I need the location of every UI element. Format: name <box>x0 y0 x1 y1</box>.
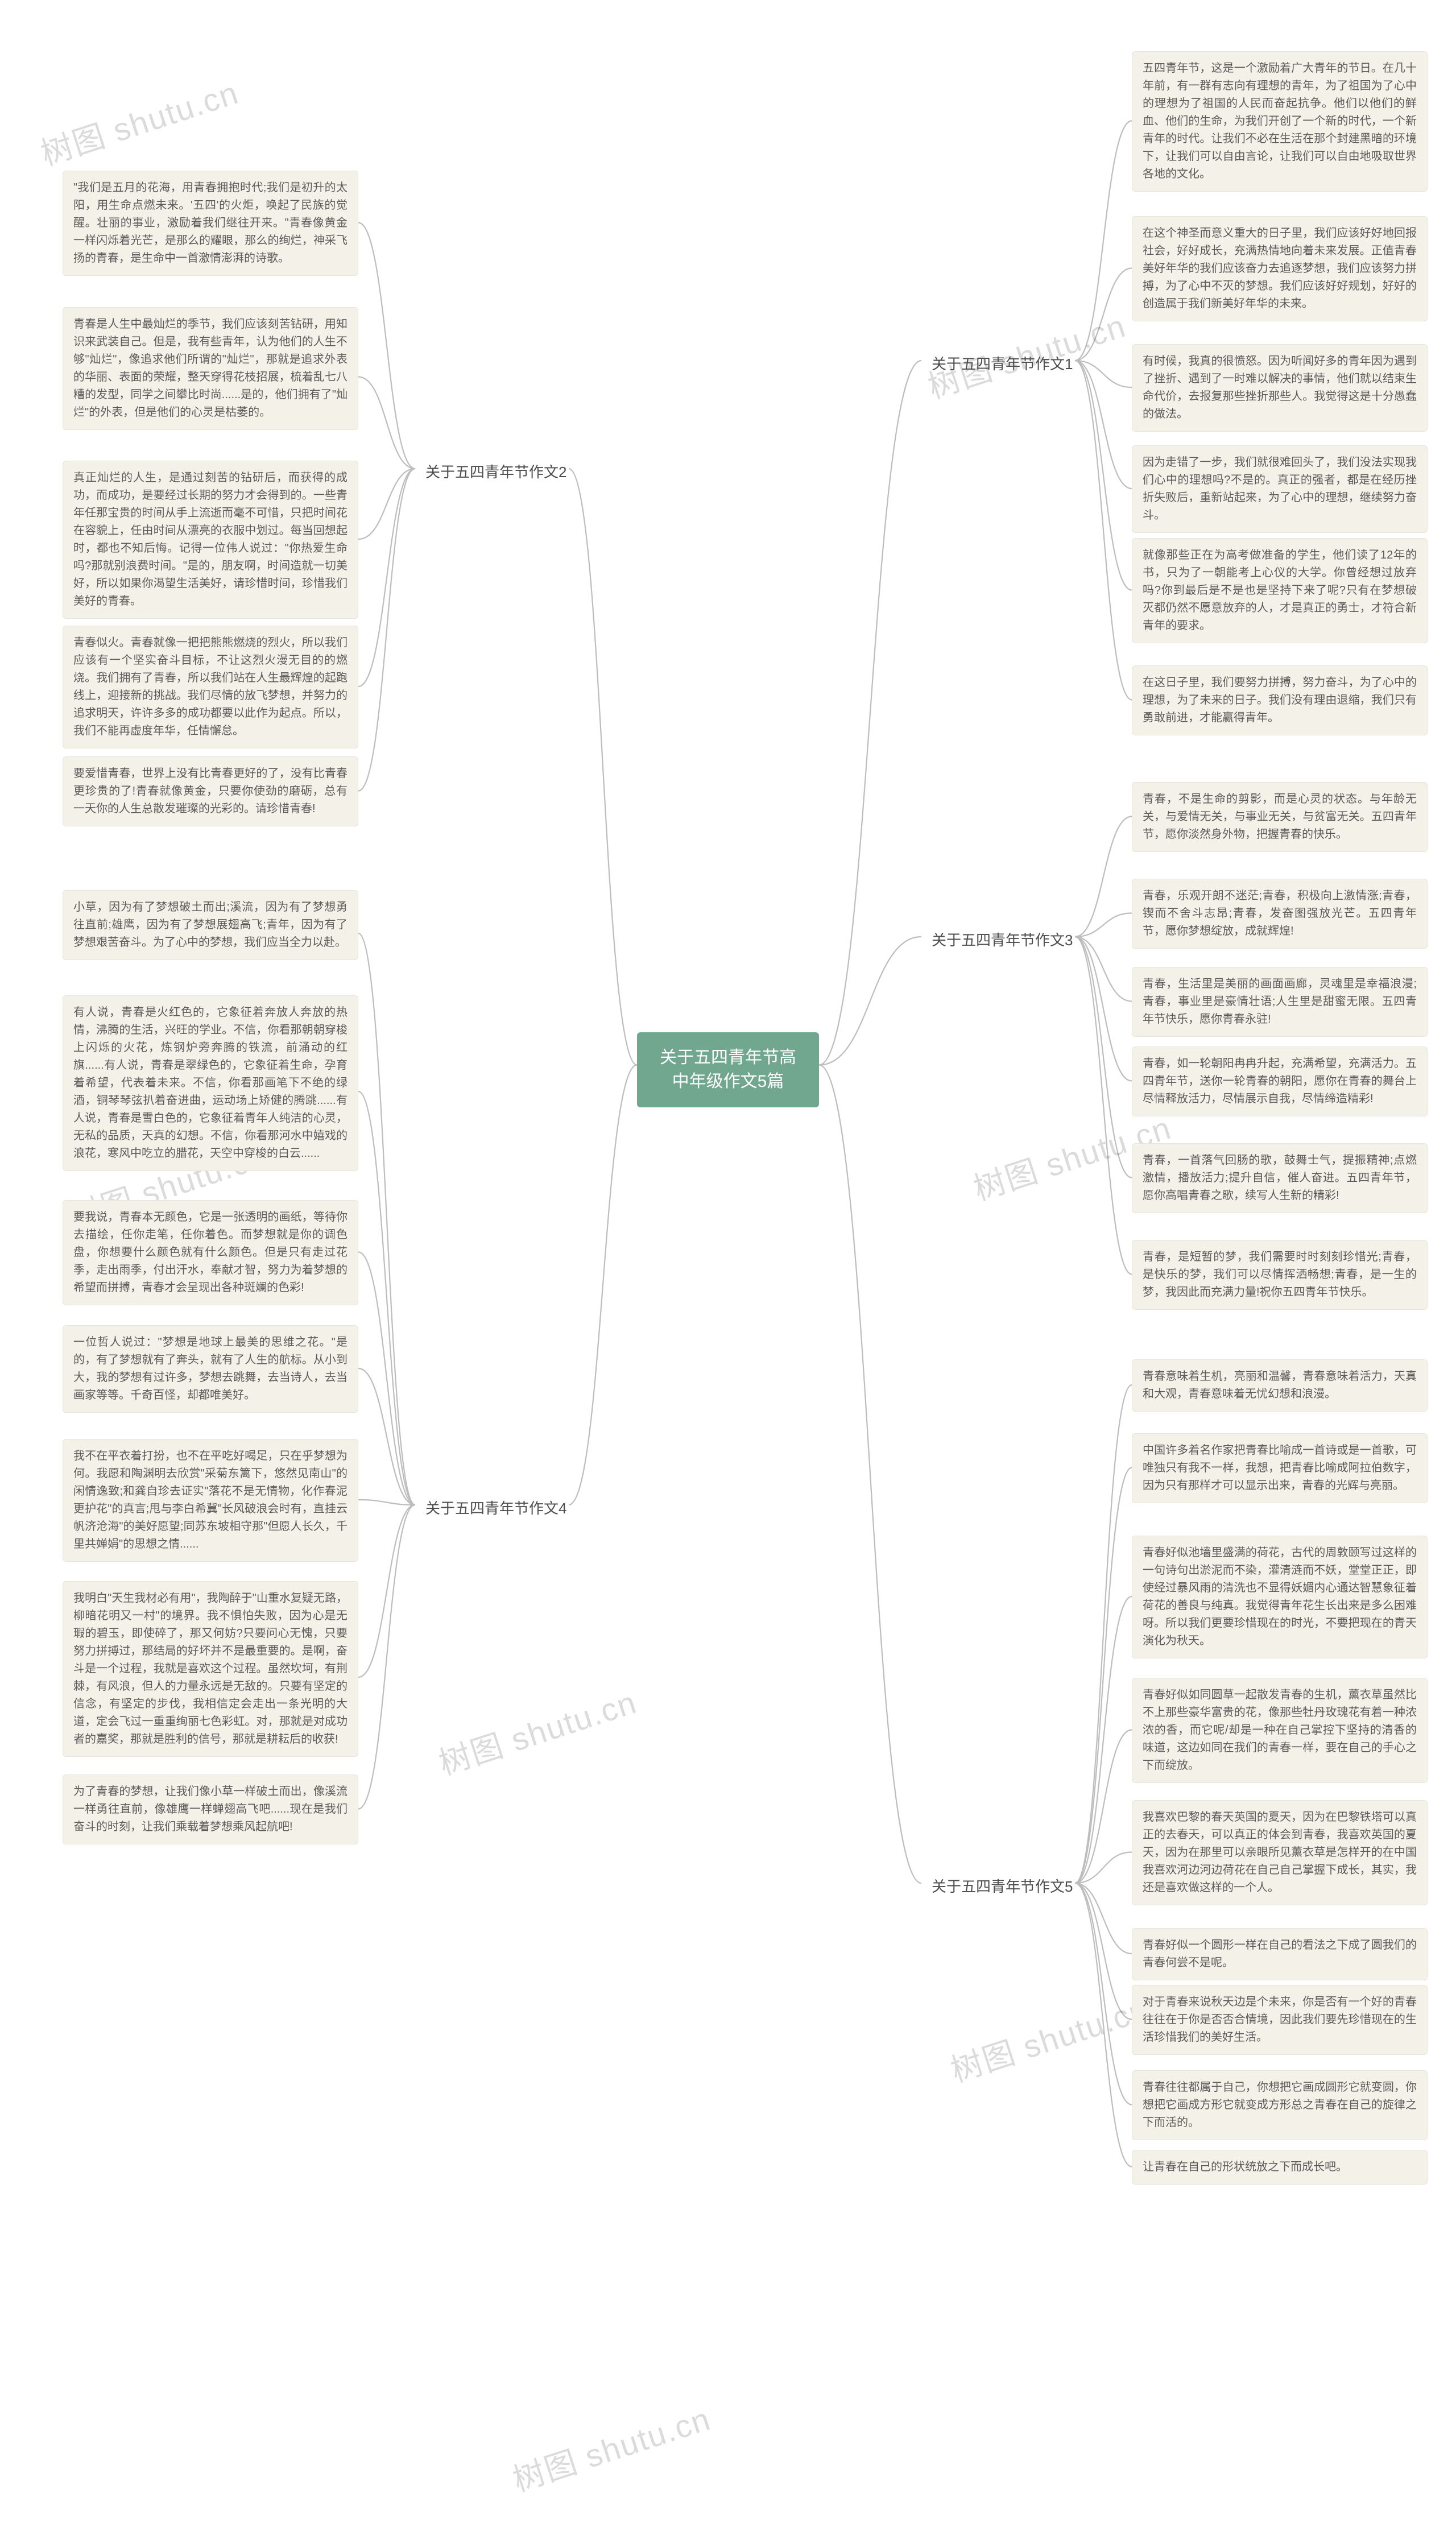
mindmap-canvas: 树图 shutu.cn 树图 shutu.cn 树图 shutu.cn 树图 shut… <box>0 0 1456 2544</box>
topic-node: 关于五四青年节作文3 <box>921 923 1083 955</box>
leaf-node: 青春，是短暂的梦，我们需要时时刻刻珍惜光;青春，是快乐的梦，我们可以尽情挥洒畅想… <box>1132 1240 1428 1310</box>
watermark: 树图 shutu.cn <box>34 67 244 175</box>
topic-node: 关于五四青年节作文4 <box>415 1491 577 1524</box>
watermark: 树图 shutu.cn <box>506 2393 716 2501</box>
leaf-node: 就像那些正在为高考做准备的学生，他们读了12年的书，只为了一朝能考上心仪的大学。… <box>1132 538 1428 643</box>
watermark: 树图 shutu.cn <box>944 1984 1154 2091</box>
leaf-node: 对于青春来说秋天边是个未来，你是否有一个好的青春往往在于你是否否合情境，因此我们… <box>1132 1985 1428 2055</box>
leaf-node: 青春往往都属于自己，你想把它画成圆形它就变圆，你想把它画成方形它就变成方形总之青… <box>1132 2070 1428 2140</box>
leaf-node: 小草，因为有了梦想破土而出;溪流，因为有了梦想勇往直前;雄鹰，因为有了梦想展翅高… <box>63 890 358 960</box>
leaf-node: 在这个神圣而意义重大的日子里，我们应该好好地回报社会，好好成长，充满热情地向着未… <box>1132 216 1428 321</box>
leaf-node: 青春意味着生机，亮丽和温馨，青春意味着活力，天真和大观，青春意味着无忧幻想和浪漫… <box>1132 1359 1428 1412</box>
leaf-node: 一位哲人说过："梦想是地球上最美的思维之花。"是的，有了梦想就有了奔头，就有了人… <box>63 1325 358 1413</box>
topic-node: 关于五四青年节作文2 <box>415 455 577 487</box>
leaf-node: 我不在平衣着打扮，也不在平吃好喝足，只在乎梦想为何。我愿和陶渊明去欣赏"采菊东篱… <box>63 1439 358 1562</box>
watermark: 树图 shutu.cn <box>432 1677 642 1784</box>
topic-node: 关于五四青年节作文5 <box>921 1869 1083 1902</box>
topic-node: 关于五四青年节作文1 <box>921 347 1083 379</box>
leaf-node: 青春，生活里是美丽的画面画廊，灵魂里是幸福浪漫;青春，事业里是豪情壮语;人生里是… <box>1132 967 1428 1037</box>
leaf-node: 青春似火。青春就像一把把熊熊燃烧的烈火，所以我们应该有一个坚实奋斗目标，不让这烈… <box>63 626 358 748</box>
leaf-node: 青春是人生中最灿烂的季节，我们应该刻苦钻研，用知识来武装自己。但是，我有些青年，… <box>63 307 358 430</box>
leaf-node: "我们是五月的花海，用青春拥抱时代;我们是初升的太阳，用生命点燃未来。'五四'的… <box>63 171 358 276</box>
leaf-node: 青春，一首落气回肠的歌，鼓舞士气，提振精神;点燃激情，播放活力;提升自信，催人奋… <box>1132 1143 1428 1213</box>
leaf-node: 要我说，青春本无颜色，它是一张透明的画纸，等待你去描绘，任你走笔，任你着色。而梦… <box>63 1200 358 1305</box>
leaf-node: 青春，乐观开朗不迷茫;青春，积极向上激情涨;青春，锲而不舍斗志昂;青春，发奋图强… <box>1132 879 1428 949</box>
leaf-node: 要爱惜青春，世界上没有比青春更好的了，没有比青春更珍贵的了!青春就像黄金，只要你… <box>63 756 358 826</box>
leaf-node: 我喜欢巴黎的春天英国的夏天，因为在巴黎铁塔可以真正的去春天，可以真正的体会到青春… <box>1132 1800 1428 1905</box>
leaf-node: 青春好似池墙里盛满的荷花，古代的周敦颐写过这样的一句诗句出淤泥而不染，灌清涟而不… <box>1132 1536 1428 1658</box>
leaf-node: 青春，不是生命的剪影，而是心灵的状态。与年龄无关，与爱情无关，与事业无关，与贫富… <box>1132 782 1428 852</box>
leaf-node: 我明白"天生我材必有用"，我陶醉于"山重水复疑无路，柳暗花明又一村"的境界。我不… <box>63 1581 358 1757</box>
leaf-node: 在这日子里，我们要努力拼搏，努力奋斗，为了心中的理想，为了未来的日子。我们没有理… <box>1132 665 1428 735</box>
leaf-node: 有时候，我真的很愤怒。因为听闻好多的青年因为遇到了挫折、遇到了一时难以解决的事情… <box>1132 344 1428 432</box>
leaf-node: 为了青春的梦想，让我们像小草一样破土而出，像溪流一样勇往直前，像雄鹰一样蝉翅高飞… <box>63 1774 358 1844</box>
leaf-node: 让青春在自己的形状统放之下而成长吧。 <box>1132 2150 1428 2185</box>
leaf-node: 真正灿烂的人生，是通过刻苦的钻研后，而获得的成功，而成功，是要经过长期的努力才会… <box>63 461 358 619</box>
leaf-node: 青春好似如同圆草一起散发青春的生机，薰衣草虽然比不上那些豪华富贵的花，像那些牡丹… <box>1132 1678 1428 1783</box>
leaf-node: 青春，如一轮朝阳冉冉升起，充满希望，充满活力。五四青年节，送你一轮青春的朝阳，愿… <box>1132 1046 1428 1116</box>
leaf-node: 青春好似一个圆形一样在自己的看法之下成了圆我们的青春何尝不是呢。 <box>1132 1928 1428 1980</box>
center-node: 关于五四青年节高中年级作文5篇 <box>637 1032 819 1107</box>
leaf-node: 有人说，青春是火红色的，它象征着奔放人奔放的热情，沸腾的生活，兴旺的学业。不信，… <box>63 995 358 1171</box>
leaf-node: 因为走错了一步，我们就很难回头了，我们没法实现我们心中的理想吗?不是的。真正的强… <box>1132 445 1428 533</box>
leaf-node: 中国许多着名作家把青春比喻成一首诗或是一首歌，可唯独只有我不一样，我想，把青春比… <box>1132 1433 1428 1503</box>
leaf-node: 五四青年节，这是一个激励着广大青年的节日。在几十年前，有一群有志向有理想的青年，… <box>1132 51 1428 192</box>
